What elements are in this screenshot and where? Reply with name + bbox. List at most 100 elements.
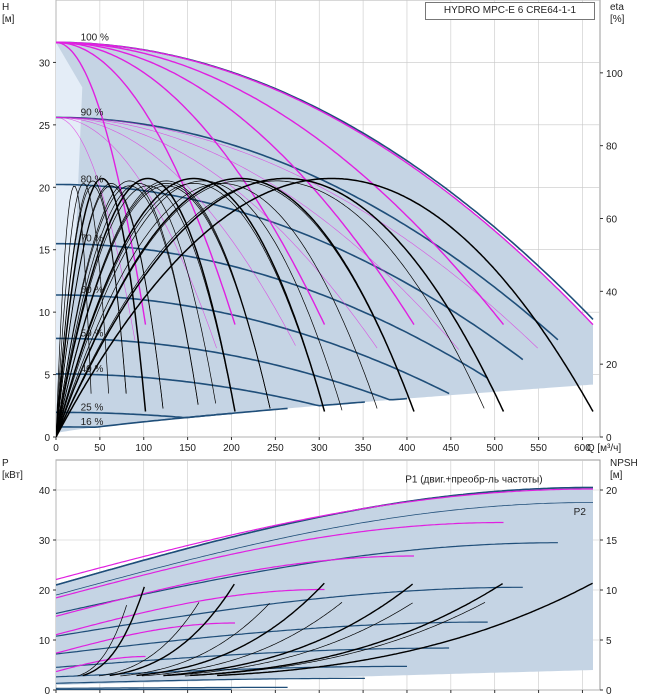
y-tick-label: 10 (39, 308, 51, 319)
y2-tick-label: 20 (606, 486, 618, 497)
pump-count-curve (56, 41, 326, 325)
pump-count-curve (56, 41, 415, 325)
pump-count-curve (56, 41, 147, 325)
npsh-curve (136, 582, 325, 677)
y2-axis-unit: [м] (610, 470, 623, 481)
efficiency-curve (56, 185, 236, 437)
y2-tick-label: 100 (606, 69, 623, 80)
speed-label: 16 % (81, 417, 104, 428)
x-tick-label: 200 (223, 443, 240, 454)
y-tick-label: 0 (44, 433, 50, 444)
speed-label: 70 % (81, 234, 104, 245)
speed-curve (56, 116, 559, 341)
pump-count-power-curve (56, 488, 593, 581)
pump-count-curve-thin (56, 117, 217, 349)
speed-label: 80 % (81, 174, 104, 185)
p2-annotation: P2 (574, 507, 587, 518)
y-tick-label: 5 (44, 371, 50, 382)
y2-tick-label: 60 (606, 215, 618, 226)
y-tick-label: 30 (39, 58, 51, 69)
operating-band-area (56, 42, 593, 434)
p1-annotation: P1 (двиг.+преобр-ль частоты) (405, 474, 542, 486)
pump-count-curve (56, 41, 236, 325)
efficiency-curve (56, 183, 378, 437)
npsh-curve (109, 583, 235, 677)
efficiency-curve (56, 185, 271, 437)
x-tick-label: 350 (355, 443, 372, 454)
y-tick-label: 20 (39, 183, 51, 194)
y2-tick-label: 40 (606, 287, 618, 298)
chart-title: HYDRO MPC-E 6 CRE64-1-1 (425, 2, 595, 20)
efficiency-curve (56, 177, 147, 437)
npsh-curve (163, 583, 414, 677)
speed-label: 60 % (81, 285, 104, 296)
pump-count-curve-thin (56, 117, 538, 349)
efficiency-curve (56, 177, 236, 437)
x-tick-label: 600 (574, 443, 591, 454)
x-axis-label: Q [м³/ч] (587, 443, 622, 454)
npsh-curve (98, 602, 200, 677)
npsh-curve (82, 586, 145, 677)
y2-tick-label: 5 (606, 636, 612, 647)
y2-axis-label: eta (610, 2, 624, 13)
y2-tick-label: 80 (606, 142, 618, 153)
y-tick-label: 10 (39, 636, 51, 647)
x-tick-label: 550 (530, 443, 547, 454)
pump-count-curve-thin (56, 117, 296, 346)
x-tick-label: 250 (267, 443, 284, 454)
speed-power-curve (56, 686, 288, 689)
pump-count-power-curve (56, 521, 504, 599)
efficiency-curve (56, 177, 505, 437)
x-tick-label: 450 (442, 443, 459, 454)
x-tick-label: 300 (311, 443, 328, 454)
y-axis-unit: [м] (2, 14, 15, 25)
speed-label: 40 % (81, 364, 104, 375)
y-tick-label: 30 (39, 536, 51, 547)
efficiency-curve (56, 180, 343, 437)
top-curves (56, 41, 594, 437)
speed-curve (56, 294, 450, 395)
x-tick-label: 150 (179, 443, 196, 454)
speed-curve (56, 337, 408, 401)
npsh-curve (141, 602, 343, 677)
efficiency-curve (56, 183, 325, 437)
y-tick-label: 0 (44, 686, 50, 697)
efficiency-curve (56, 177, 326, 437)
speed-curve (56, 412, 232, 428)
y-tick-label: 20 (39, 586, 51, 597)
npsh-curve (120, 603, 270, 677)
x-tick-label: 400 (399, 443, 416, 454)
efficiency-curve (56, 177, 594, 437)
speed-label: 100 % (81, 32, 109, 43)
speed-label: 25 % (81, 402, 104, 413)
speed-curve (56, 183, 524, 361)
pump-count-curve (56, 41, 594, 326)
p2-max-curve (56, 502, 593, 596)
pump-count-power-curve (56, 588, 325, 636)
npsh-curve (77, 604, 127, 677)
efficiency-curve (56, 180, 415, 437)
pump-count-power-curve (56, 555, 414, 617)
speed-label: 50 % (81, 328, 104, 339)
x-tick-label: 500 (486, 443, 503, 454)
y-tick-label: 40 (39, 486, 51, 497)
efficiency-curve (56, 183, 109, 437)
efficiency-curve (56, 185, 164, 437)
pump-count-curve-thin (56, 117, 136, 341)
y2-axis-unit: [%] (610, 14, 625, 25)
y-axis-unit: [кВт] (2, 470, 23, 481)
y-axis-label: H (2, 2, 9, 13)
efficiency-curve (56, 180, 485, 437)
npsh-curve (190, 583, 503, 677)
y2-tick-label: 20 (606, 360, 618, 371)
pump-count-curve-thin (56, 117, 459, 350)
pump-count-curve-thin (56, 117, 378, 349)
efficiency-curve (56, 180, 271, 437)
efficiency-curve (56, 180, 199, 437)
x-tick-label: 100 (135, 443, 152, 454)
npsh-curve (217, 582, 593, 677)
y2-axis-label: NPSH (610, 458, 638, 469)
x-tick-label: 0 (53, 443, 59, 454)
